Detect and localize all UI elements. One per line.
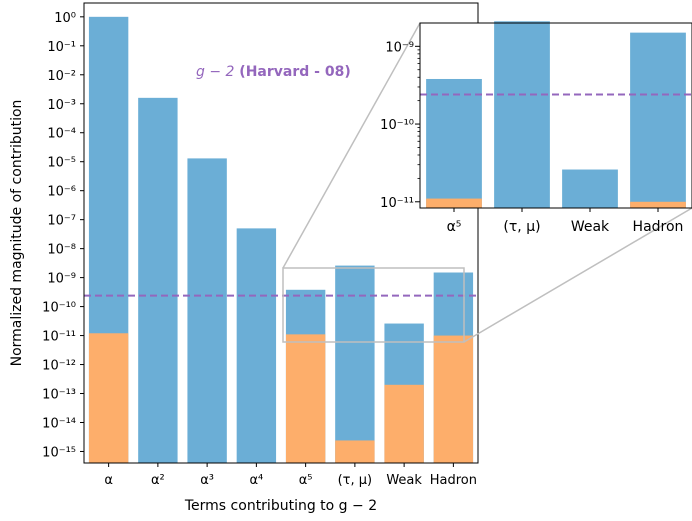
inset-x-tick-label-3: Hadron — [633, 219, 684, 235]
inset-y-tick-label-2: 10⁻¹¹ — [380, 196, 414, 211]
inset-x-tick-label-2: Weak — [571, 219, 610, 235]
bar-uncertainty-0 — [88, 333, 129, 463]
y-tick-label-14: 10⁻¹⁴ — [42, 416, 76, 431]
y-tick-label-13: 10⁻¹³ — [42, 388, 76, 403]
zoom-region-box — [282, 267, 465, 343]
y-tick-label-5: 10⁻⁵ — [47, 156, 76, 171]
y-tick-label-4: 10⁻⁴ — [47, 127, 76, 142]
bar-main-1 — [138, 97, 178, 463]
bar-main-2 — [187, 158, 227, 463]
inset-bar-uncertainty-3 — [630, 201, 686, 208]
inset-y-tick-label-0: 10⁻⁹ — [385, 40, 414, 55]
measurement-label: g − 2 (Harvard - 08) — [196, 64, 351, 80]
bar-main-5 — [335, 265, 375, 463]
x-tick-label-3: α⁴ — [249, 473, 263, 488]
y-tick-label-2: 10⁻² — [47, 69, 76, 84]
y-tick-label-6: 10⁻⁶ — [47, 185, 76, 200]
inset-bar-uncertainty-0 — [426, 198, 482, 208]
y-tick-label-3: 10⁻³ — [47, 98, 76, 113]
y-tick-label-8: 10⁻⁸ — [47, 243, 76, 258]
y-tick-label-9: 10⁻⁹ — [47, 272, 76, 287]
inset-bar-main-0 — [426, 78, 482, 208]
bar-uncertainty-4 — [285, 334, 326, 463]
main-plot-frame — [83, 2, 479, 464]
y-tick-label-1: 10⁻¹ — [47, 40, 76, 55]
x-axis-label: Terms contributing to g − 2 — [184, 498, 377, 514]
x-tick-label-7: Hadron — [430, 473, 477, 488]
y-tick-label-11: 10⁻¹¹ — [42, 330, 76, 345]
inset-x-tick-label-0: α⁵ — [447, 219, 462, 235]
x-tick-label-1: α² — [151, 473, 165, 488]
inset-bar-main-1 — [494, 21, 550, 208]
inset-x-tick-label-1: (τ, μ) — [503, 219, 540, 235]
y-tick-label-15: 10⁻¹⁵ — [42, 445, 76, 460]
y-tick-label-7: 10⁻⁷ — [47, 214, 76, 229]
y-tick-label-0: 10⁰ — [54, 11, 76, 26]
bar-main-3 — [236, 228, 277, 463]
x-tick-label-0: α — [104, 473, 113, 488]
x-tick-label-6: Weak — [386, 473, 422, 488]
x-tick-label-4: α⁵ — [299, 473, 313, 488]
inset-y-tick-label-1: 10⁻¹⁰ — [380, 118, 414, 133]
y-tick-label-12: 10⁻¹² — [42, 359, 76, 374]
x-tick-label-5: (τ, μ) — [338, 473, 373, 488]
x-tick-label-2: α³ — [200, 473, 214, 488]
y-tick-label-10: 10⁻¹⁰ — [42, 301, 76, 316]
zoom-connector-bottom — [463, 207, 692, 343]
zoom-connector-top — [282, 22, 421, 269]
inset-bar-main-2 — [562, 169, 618, 208]
bar-uncertainty-7 — [433, 335, 474, 463]
y-axis-label: Normalized magnitude of contribution — [9, 100, 25, 367]
bar-uncertainty-5 — [335, 440, 375, 463]
inset-bar-main-3 — [630, 32, 686, 208]
bar-uncertainty-6 — [384, 384, 424, 463]
inset-plot-frame — [419, 22, 692, 209]
